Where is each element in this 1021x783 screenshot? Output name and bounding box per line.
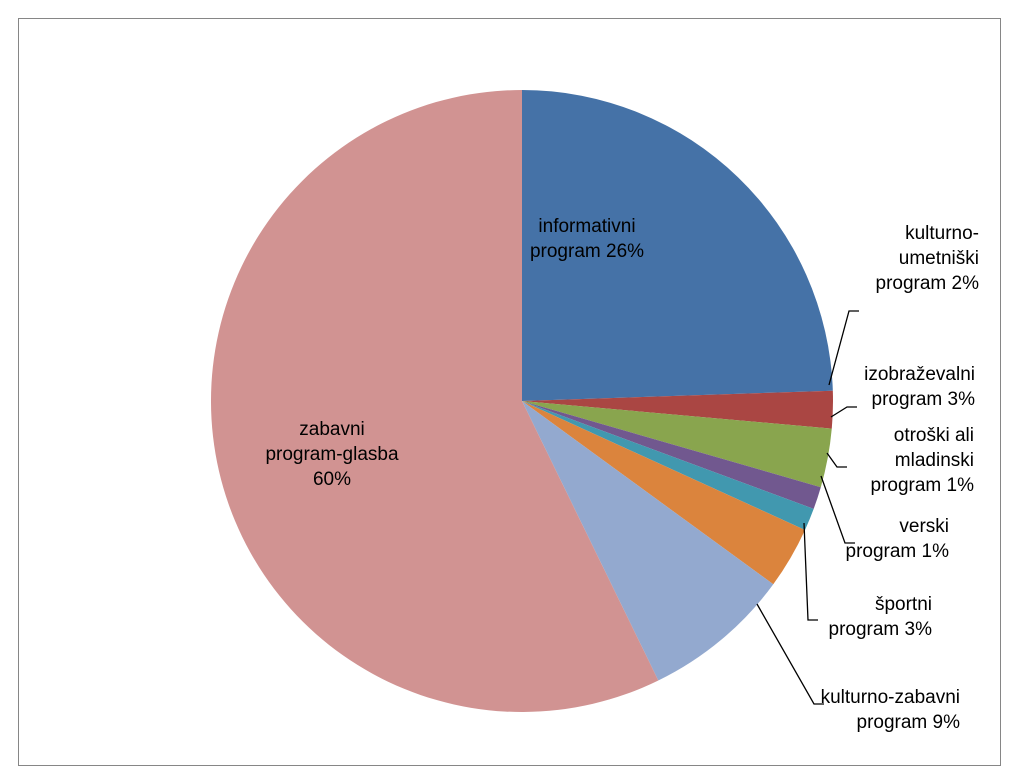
leader-line	[830, 406, 857, 418]
data-label: verski program 1%	[846, 516, 950, 562]
data-label: kulturno-zabavni program 9%	[821, 687, 961, 733]
leader-line	[756, 603, 824, 705]
pie-slice	[522, 401, 832, 488]
data-label: izobraževalni program 3%	[864, 364, 975, 410]
pie-slice	[522, 90, 833, 401]
pie-slice	[522, 401, 821, 509]
data-label: zabavni program-glasba 60%	[265, 419, 398, 490]
pie-chart: informativni program 26% kulturno-umetnišk…	[210, 89, 979, 733]
leader-line	[826, 452, 847, 468]
chart-area: informativni program 26% kulturno-umetnišk…	[18, 18, 1001, 766]
data-label: športni program 3%	[829, 594, 933, 640]
pie-slice	[522, 401, 814, 530]
data-label: otroški ali mladinski program 1%	[871, 425, 975, 496]
leader-line	[828, 310, 859, 386]
leader-line	[820, 475, 855, 544]
data-label: kulturno-umetniški program 2%	[876, 223, 980, 294]
leader-lines	[756, 310, 859, 705]
pie-slice	[522, 390, 834, 429]
data-label: informativni program 26%	[530, 216, 644, 262]
pie-slice	[522, 401, 805, 585]
pie-slice	[210, 89, 659, 713]
data-labels: informativni program 26% kulturno-umetnišk…	[265, 216, 979, 733]
leader-line	[803, 522, 818, 621]
pie-slices	[210, 89, 834, 713]
pie-slice	[522, 401, 774, 681]
